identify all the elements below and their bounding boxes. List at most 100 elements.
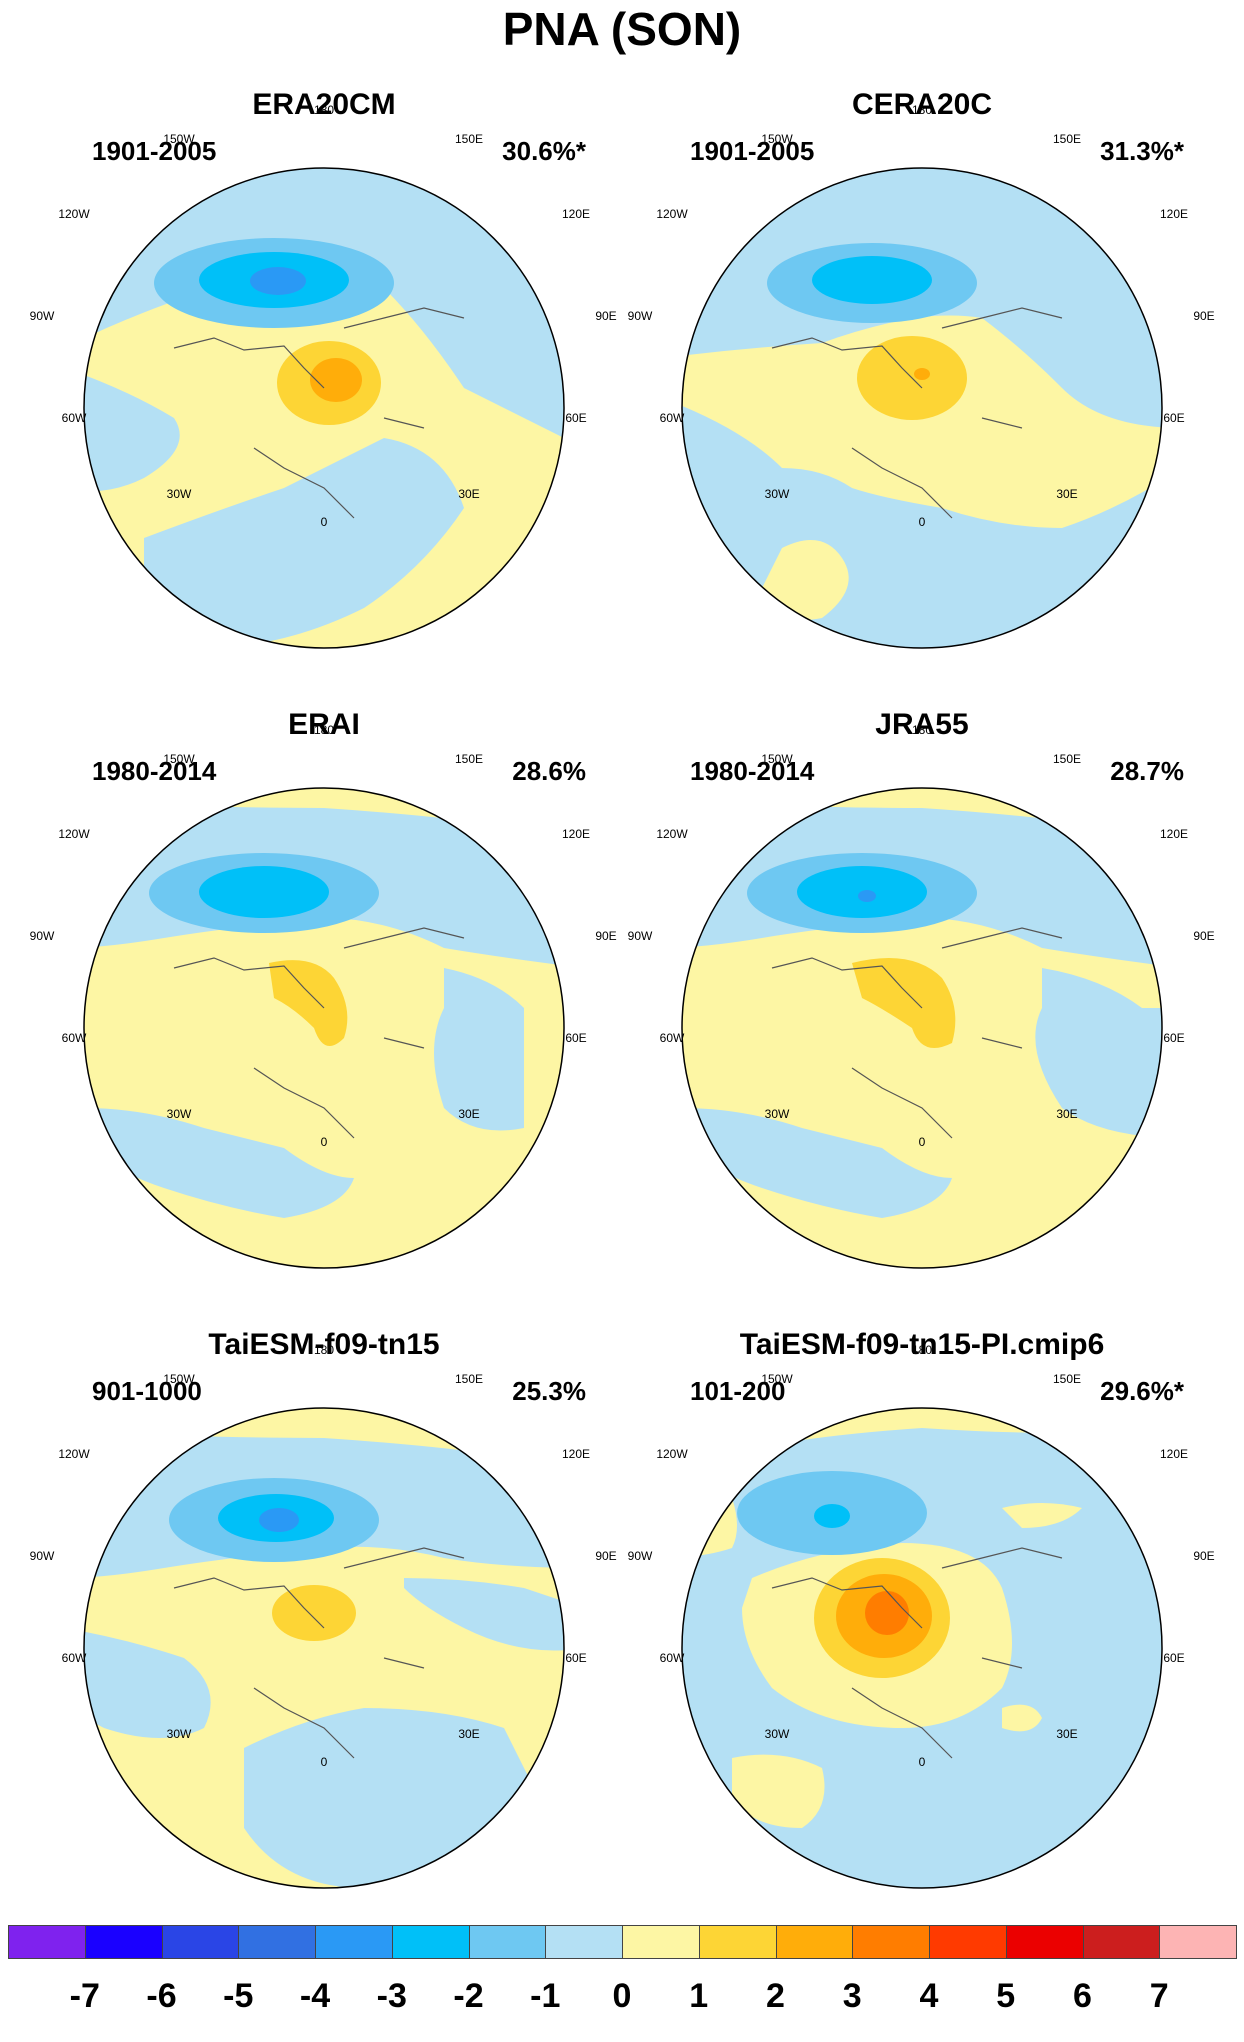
- lon-label: 90E: [595, 1549, 616, 1563]
- lon-label: 120W: [656, 207, 688, 221]
- lon-label: 120W: [656, 1447, 688, 1461]
- panel-title: ERA20CM: [252, 88, 396, 121]
- panel-period: 1980-2014: [92, 756, 217, 786]
- panel-period: 1980-2014: [690, 756, 815, 786]
- lon-label: 90E: [595, 929, 616, 943]
- map-boundary: [83, 787, 565, 1269]
- lon-label: 150W: [163, 132, 195, 146]
- lon-label: 30E: [458, 1727, 479, 1741]
- colorbar-tick-label: -7: [69, 1977, 100, 2015]
- colorbar-tick-label: 1: [689, 1977, 709, 2015]
- polar-map: [83, 1407, 565, 1889]
- lon-label: 180: [314, 1343, 334, 1357]
- map-boundary: [681, 787, 1163, 1269]
- colorbar-box: [775, 1925, 854, 1959]
- lon-label: 180: [912, 103, 932, 117]
- lon-label: 30W: [765, 487, 790, 501]
- field-negative-east: [404, 1578, 564, 1651]
- lon-label: 0: [919, 515, 926, 529]
- lon-label: 60W: [62, 1031, 87, 1045]
- polar-map: [83, 167, 565, 649]
- lon-label: 30W: [765, 1727, 790, 1741]
- lon-label: 180: [314, 723, 334, 737]
- lon-label: 90W: [628, 309, 653, 323]
- colorbar-tick-label: -1: [530, 1977, 561, 2015]
- lon-labels: 180 150W 150E 120W 120E 90W 90E 60W 60E …: [628, 103, 1215, 529]
- map-panel-era20cm: ERA20CM 1901-2005 30.6%* 180 150W 150E 1…: [24, 88, 624, 688]
- panel-period: 901-1000: [92, 1376, 202, 1406]
- colorbar-tick-label: 4: [919, 1977, 939, 2015]
- field-neg3: [199, 866, 329, 918]
- polar-map: [681, 167, 1163, 649]
- lon-label: 30W: [167, 1727, 192, 1741]
- lon-label: 0: [919, 1135, 926, 1149]
- field-positive-center: [682, 315, 1162, 528]
- panel-title: JRA55: [875, 708, 969, 741]
- lon-label: 30E: [1056, 1727, 1077, 1741]
- field-positive-north: [682, 1408, 1162, 1468]
- lon-label: 0: [919, 1755, 926, 1769]
- panel-variance: 28.7%: [1110, 756, 1184, 786]
- lon-label: 90E: [595, 309, 616, 323]
- lon-label: 60E: [1163, 1031, 1184, 1045]
- lon-label: 150W: [761, 1372, 793, 1386]
- lon-label: 90W: [628, 929, 653, 943]
- colorbar-tick-label: 0: [612, 1977, 632, 2015]
- field-positive-south: [762, 540, 849, 620]
- lon-label: 60E: [1163, 1651, 1184, 1665]
- map-panel-erai: ERAI 1980-2014 28.6% 180 150W 150E 120W …: [24, 708, 624, 1308]
- field-neg3: [812, 256, 932, 304]
- field-pos2: [272, 1585, 356, 1641]
- lon-label: 150E: [455, 752, 483, 766]
- map-panel-cera20c: CERA20C 1901-2005 31.3%* 180 150W 150E 1…: [622, 88, 1222, 688]
- lon-labels: 180 150W 150E 120W 120E 90W 90E 60W 60E …: [30, 1343, 617, 1769]
- field-negative-west: [84, 368, 180, 492]
- panel-period: 101-200: [690, 1376, 786, 1406]
- colorbar-tick-label: 3: [842, 1977, 862, 2015]
- map-boundary: [681, 1407, 1163, 1889]
- lon-label: 120W: [58, 827, 90, 841]
- panel-variance: 31.3%*: [1100, 136, 1184, 166]
- lon-label: 120W: [58, 207, 90, 221]
- lon-label: 30E: [1056, 1107, 1077, 1121]
- lon-label: 120E: [562, 827, 590, 841]
- colorbar-box: [238, 1925, 316, 1959]
- coastlines: [771, 1547, 1063, 1759]
- colorbar: [8, 1925, 1237, 1961]
- field-positive-ne: [1002, 1503, 1082, 1528]
- colorbar-box: [545, 1925, 623, 1959]
- field-neg4: [858, 890, 876, 902]
- lon-label: 150E: [1053, 1372, 1081, 1386]
- lon-label: 30W: [765, 1107, 790, 1121]
- lon-labels: 180 150W 150E 120W 120E 90W 90E 60W 60E …: [30, 723, 617, 1149]
- lon-label: 0: [321, 1135, 328, 1149]
- lon-label: 90W: [628, 1549, 653, 1563]
- colorbar-box: [161, 1925, 240, 1959]
- field-negative-south: [84, 1108, 354, 1218]
- colorbar-box: [468, 1925, 547, 1959]
- colorbar-tick-label: 7: [1149, 1977, 1169, 2015]
- lon-label: 30E: [458, 1107, 479, 1121]
- colorbar-tick-label: -3: [376, 1977, 407, 2015]
- field-pos2: [852, 958, 956, 1048]
- lon-label: 120W: [58, 1447, 90, 1461]
- lon-label: 60E: [565, 411, 586, 425]
- lon-label: 120E: [1160, 207, 1188, 221]
- field-neg4: [259, 1508, 299, 1532]
- polar-map: [681, 1407, 1163, 1889]
- coastlines: [173, 1547, 465, 1759]
- panel-variance: 30.6%*: [502, 136, 586, 166]
- lon-label: 120W: [656, 827, 688, 841]
- lon-label: 90W: [30, 309, 55, 323]
- panel-variance: 25.3%: [512, 1376, 586, 1406]
- panel-title: ERAI: [288, 708, 360, 741]
- lon-label: 150W: [163, 1372, 195, 1386]
- lon-labels: 180 150W 150E 120W 120E 90W 90E 60W 60E …: [30, 103, 617, 529]
- lon-label: 60E: [565, 1031, 586, 1045]
- lon-label: 150W: [761, 132, 793, 146]
- field-pos3: [914, 368, 930, 380]
- panel-variance: 28.6%: [512, 756, 586, 786]
- field-pos3: [310, 358, 362, 402]
- colorbar-tick-label: 2: [766, 1977, 785, 2015]
- polar-map: [681, 787, 1163, 1269]
